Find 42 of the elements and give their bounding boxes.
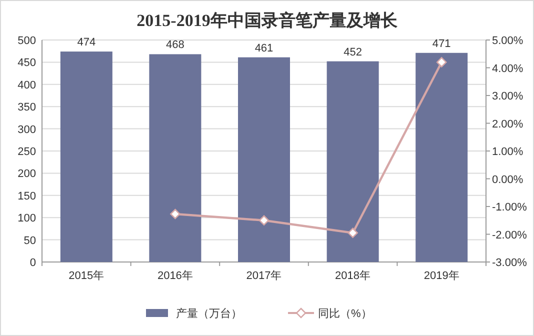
y-tick-label: 150 [18, 190, 36, 202]
y2-tick-label: -3.00% [492, 257, 528, 269]
y2-tick-label: 3.00% [492, 90, 524, 102]
data-label: 471 [432, 38, 451, 50]
y2-tick-label: 4.00% [492, 62, 524, 75]
data-label: 468 [166, 39, 184, 52]
x-tick-label: 2016年 [157, 270, 193, 282]
y2-tick-label: 1.00% [492, 146, 524, 158]
bar [416, 52, 468, 262]
y-tick-label: 400 [18, 79, 36, 92]
data-label: 474 [77, 36, 96, 49]
bar [149, 54, 202, 262]
y-tick-label: 0 [30, 257, 36, 269]
bar [326, 61, 379, 262]
x-tick-label: 2018年 [335, 270, 371, 282]
y-tick-label: 350 [18, 102, 36, 114]
x-tick-label: 2019年 [424, 270, 460, 282]
bar [60, 52, 112, 262]
x-tick-label: 2017年 [246, 270, 282, 282]
y-tick-label: 100 [18, 212, 36, 225]
point [436, 57, 447, 68]
y-tick-label: 250 [18, 146, 36, 158]
y2-tick-label: 2.00% [492, 118, 524, 130]
bar [238, 57, 290, 262]
point [170, 208, 180, 220]
legend-label: 同比（%） [318, 307, 372, 320]
y2-tick-label: -1.00% [492, 202, 528, 214]
chart-title: 2015-2019年中国录音笔产量及增长 [136, 11, 398, 30]
legend-label: 产量（万台） [176, 307, 242, 320]
y2-tick-label: 0.00% [492, 174, 524, 186]
y2-tick-label: 5.00% [492, 35, 524, 47]
x-tick-label: 2015年 [68, 270, 104, 282]
data-label: 452 [344, 46, 362, 58]
y-tick-label: 500 [18, 35, 36, 47]
point [258, 215, 270, 226]
y-tick-label: 450 [18, 57, 36, 70]
y2-tick-label: -2.00% [492, 229, 528, 242]
data-label: 461 [254, 42, 274, 54]
point [348, 228, 358, 238]
y-tick-label: 300 [18, 124, 36, 136]
y-tick-label: 200 [18, 168, 36, 180]
y-tick-label: 50 [24, 234, 36, 247]
